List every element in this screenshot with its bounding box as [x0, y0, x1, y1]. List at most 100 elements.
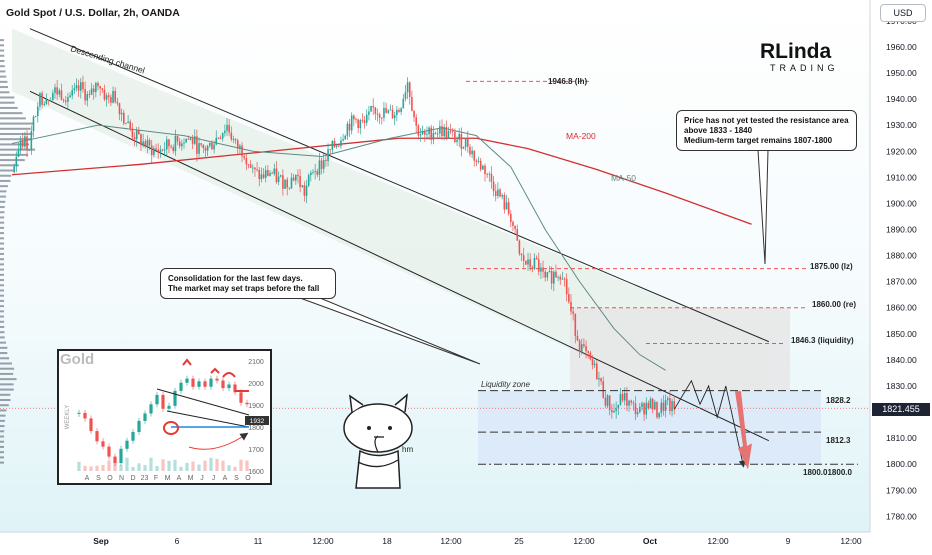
- candle-body: [598, 378, 600, 380]
- candle-body: [277, 176, 280, 183]
- level-label-lz: 1875.00 (lz): [810, 262, 853, 271]
- candle-body: [591, 359, 594, 366]
- candle-body: [518, 240, 521, 254]
- candle-body: [316, 171, 319, 175]
- candle-body: [135, 129, 138, 140]
- candle-body: [419, 134, 422, 136]
- inset-x-tick: O: [107, 475, 113, 482]
- candle-body: [527, 259, 529, 265]
- volume-profile-bar: [0, 263, 5, 266]
- candle-body: [490, 173, 493, 182]
- price-axis-tick: 1830.00: [886, 381, 917, 391]
- candle-body: [669, 398, 671, 412]
- level-label-1812: 1812.3: [826, 436, 851, 445]
- inset-x-tick: O: [245, 475, 251, 482]
- candle-body: [43, 103, 46, 105]
- candle-body: [443, 127, 445, 137]
- candle-body: [243, 156, 245, 159]
- volume-profile-bar: [0, 346, 8, 349]
- candle-body: [312, 171, 314, 173]
- inset-volume-bar: [107, 460, 111, 471]
- candle-body: [215, 137, 218, 145]
- volume-profile-bar: [0, 59, 5, 62]
- candle-body: [537, 259, 540, 272]
- volume-profile-bar: [0, 393, 11, 396]
- inset-candle-body: [149, 404, 153, 414]
- inset-title: Gold: [60, 351, 95, 368]
- candle-body: [174, 135, 177, 152]
- volume-profile-bar: [0, 70, 6, 73]
- candle-body: [236, 140, 239, 149]
- inset-y-tick: 1800: [248, 425, 264, 432]
- volume-profile-bar: [0, 211, 5, 214]
- volume-profile-bar: [0, 174, 12, 177]
- candle-body: [662, 402, 665, 411]
- candle-body: [568, 294, 570, 302]
- candle-body: [310, 172, 312, 176]
- candle-body: [639, 406, 641, 413]
- candle-body: [507, 202, 510, 214]
- volume-profile-bar: [0, 122, 34, 125]
- volume-profile-bar: [0, 75, 7, 78]
- candle-body: [553, 271, 555, 284]
- candle-body: [105, 95, 108, 100]
- candle-body: [62, 99, 65, 101]
- inset-volume-bar: [143, 465, 147, 471]
- candle-body: [39, 93, 41, 107]
- price-axis-tick: 1850.00: [886, 329, 917, 339]
- character-caption: hm: [402, 445, 413, 454]
- inset-candle-body: [89, 418, 93, 432]
- candle-body: [114, 90, 116, 102]
- inset-volume-bar: [77, 461, 81, 471]
- candle-body: [254, 167, 256, 170]
- candle-body: [385, 107, 387, 113]
- currency-button[interactable]: USD: [880, 4, 926, 22]
- candle-body: [112, 90, 114, 103]
- volume-profile-bar: [0, 206, 5, 209]
- volume-profile-bar: [0, 279, 5, 282]
- volume-profile-bar: [0, 456, 5, 459]
- inset-y-tick: 1600: [248, 469, 264, 476]
- candle-body: [131, 128, 134, 138]
- inset-price-tag-bg: [245, 416, 269, 425]
- candle-body: [359, 120, 362, 129]
- candle-body: [389, 109, 392, 111]
- price-axis-tick: 1930.00: [886, 120, 917, 130]
- candle-body: [368, 111, 370, 115]
- candle-body: [77, 85, 80, 91]
- character-illustration: [343, 393, 413, 489]
- candle-body: [69, 95, 71, 98]
- candle-body: [464, 138, 467, 148]
- candle-body: [129, 121, 132, 129]
- candle-body: [540, 267, 542, 272]
- candle-body: [15, 156, 18, 167]
- candle-body: [329, 149, 331, 151]
- volume-profile-bar: [0, 268, 5, 271]
- volume-profile-bar: [0, 341, 7, 344]
- inset-volume-bar: [179, 466, 183, 471]
- volume-profile-bar: [0, 242, 5, 245]
- symbol-title: Gold Spot / U.S. Dollar, 2h, OANDA: [6, 7, 180, 19]
- candle-body: [17, 150, 20, 157]
- candle-body: [415, 117, 417, 126]
- candle-body: [623, 393, 626, 401]
- volume-profile-bar: [0, 435, 5, 438]
- candle-body: [32, 116, 35, 132]
- candle-body: [578, 340, 581, 352]
- inset-volume-bar: [185, 462, 189, 471]
- candle-body: [497, 189, 499, 196]
- candle-body: [307, 175, 310, 186]
- candle-body: [574, 313, 577, 336]
- candle-body: [411, 97, 413, 111]
- volume-profile-bar: [0, 284, 5, 287]
- candle-body: [75, 85, 78, 89]
- candle-body: [172, 147, 175, 152]
- candle-body: [52, 92, 54, 101]
- candle-body: [314, 171, 316, 172]
- inset-candle-body: [107, 446, 111, 457]
- volume-profile-bar: [0, 299, 5, 302]
- time-axis-tick: 25: [514, 536, 524, 546]
- candle-body: [585, 346, 587, 352]
- candle-body: [378, 114, 381, 118]
